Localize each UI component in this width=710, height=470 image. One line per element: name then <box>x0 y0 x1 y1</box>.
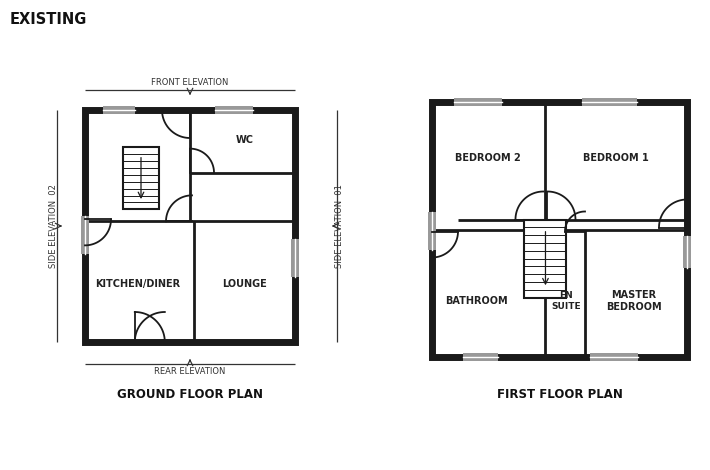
Text: EN
SUITE: EN SUITE <box>551 291 581 311</box>
Text: FIRST FLOOR PLAN: FIRST FLOOR PLAN <box>496 389 623 401</box>
Bar <box>525 219 567 298</box>
Bar <box>215 106 253 114</box>
Text: BEDROOM 1: BEDROOM 1 <box>583 153 648 163</box>
Bar <box>103 106 135 114</box>
Bar <box>582 98 638 106</box>
Bar <box>291 239 299 277</box>
Bar <box>81 216 89 254</box>
Bar <box>463 353 498 361</box>
Bar <box>85 110 295 342</box>
Text: BATHROOM: BATHROOM <box>445 296 508 306</box>
Text: EXISTING: EXISTING <box>10 12 87 27</box>
Bar <box>428 212 436 250</box>
Text: LOUNGE: LOUNGE <box>222 279 267 289</box>
Text: GROUND FLOOR PLAN: GROUND FLOOR PLAN <box>117 389 263 401</box>
Bar <box>683 236 691 268</box>
Text: BEDROOM 2: BEDROOM 2 <box>455 153 521 163</box>
Text: SIDE ELEVATION  02: SIDE ELEVATION 02 <box>50 184 58 268</box>
Text: FRONT ELEVATION: FRONT ELEVATION <box>151 78 229 87</box>
Text: SIDE ELEVATION  01: SIDE ELEVATION 01 <box>336 184 344 268</box>
Bar <box>590 353 638 361</box>
Text: WC: WC <box>236 135 253 145</box>
Text: KITCHEN/DINER: KITCHEN/DINER <box>95 279 180 289</box>
Text: REAR ELEVATION: REAR ELEVATION <box>154 367 226 376</box>
Bar <box>123 148 159 209</box>
Bar <box>432 102 687 357</box>
Text: MASTER
BEDROOM: MASTER BEDROOM <box>606 290 661 312</box>
Bar <box>454 98 502 106</box>
